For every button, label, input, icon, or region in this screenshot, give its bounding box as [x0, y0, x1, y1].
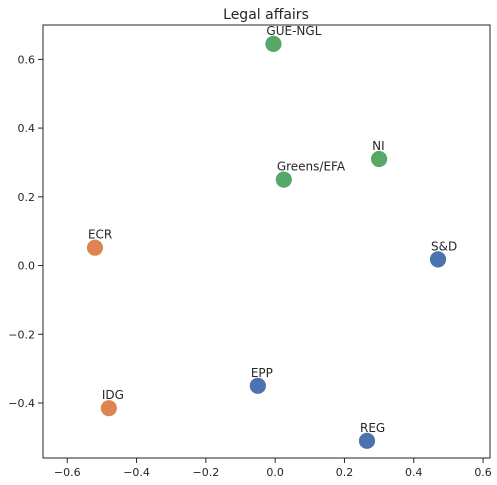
data-label: S&D — [431, 239, 457, 253]
data-point — [264, 35, 283, 53]
x-tick-label: −0.2 — [193, 466, 220, 479]
y-tick-label: −0.4 — [8, 397, 35, 410]
plot-frame — [42, 24, 491, 459]
data-point — [370, 150, 389, 168]
data-label: GUE-NGL — [266, 24, 321, 38]
y-tick-label: 0.6 — [18, 53, 36, 66]
data-point — [358, 431, 376, 450]
x-tick-label: 0.6 — [474, 466, 492, 479]
data-label: REG — [360, 421, 385, 435]
y-tick-label: 0.0 — [18, 260, 36, 273]
y-tick-label: 0.2 — [18, 191, 36, 204]
x-tick-label: 0.0 — [266, 466, 284, 479]
y-tick-label: 0.4 — [18, 122, 36, 135]
data-labels: GUE-NGL NI Greens/EFA ECR S&D EPP IDG REG — [88, 24, 457, 435]
x-tick-label: 0.2 — [336, 466, 354, 479]
data-point — [86, 238, 104, 257]
data-label: ECR — [88, 228, 112, 242]
chart-title: Legal affairs — [223, 7, 309, 23]
data-label: Greens/EFA — [277, 160, 346, 174]
y-tick-label: −0.2 — [8, 328, 35, 341]
x-tick-label: −0.4 — [123, 466, 150, 479]
data-points — [86, 35, 447, 450]
data-label: IDG — [102, 388, 124, 402]
data-point — [99, 399, 118, 418]
data-point — [274, 170, 293, 189]
data-label: NI — [372, 139, 385, 153]
data-point — [429, 250, 447, 269]
data-label: EPP — [251, 366, 273, 380]
data-point — [248, 376, 267, 395]
axes: −0.6 −0.4 −0.2 0.0 0.2 0.4 0.6 −0.4 −0.2 0.0 0.2 0.… — [8, 24, 492, 479]
x-tick-label: 0.4 — [405, 466, 423, 479]
x-tick-label: −0.6 — [54, 466, 81, 479]
